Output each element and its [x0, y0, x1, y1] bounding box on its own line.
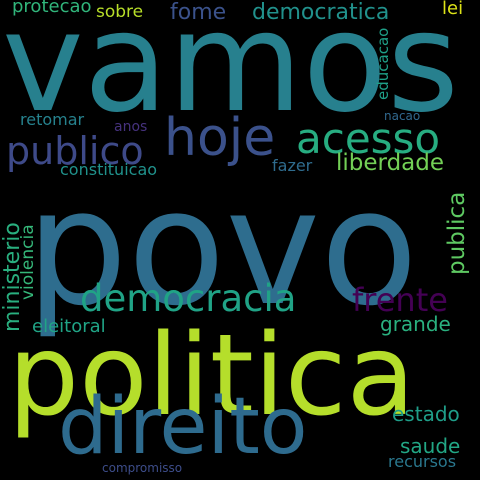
word-democratica: democratica	[252, 0, 390, 25]
word-anos: anos	[114, 119, 148, 135]
word-estado: estado	[392, 402, 460, 426]
word-sobre: sobre	[96, 2, 144, 22]
word-fazer: fazer	[272, 156, 313, 175]
word-compromisso: compromisso	[102, 461, 183, 475]
word-lei: lei	[442, 0, 464, 19]
word-educacao: educacao	[374, 27, 392, 100]
word-liberdade: liberdade	[336, 150, 445, 176]
word-povo: povo	[26, 154, 419, 341]
word-fome: fome	[170, 0, 227, 25]
word-recursos: recursos	[388, 452, 457, 471]
word-vamos: vamos	[2, 0, 459, 143]
word-protecao: protecao	[12, 0, 92, 17]
word-violencia: violencia	[18, 224, 38, 300]
word-constituicao: constituicao	[60, 160, 158, 179]
word-democracia: democracia	[80, 277, 297, 320]
word-nacao: nacao	[384, 109, 421, 123]
word-retomar: retomar	[20, 110, 85, 129]
word-acesso: acesso	[296, 114, 441, 163]
word-politica: politica	[8, 311, 416, 441]
word-hoje: hoje	[164, 108, 276, 168]
word-frente: frente	[352, 281, 448, 319]
word-eleitoral: eleitoral	[32, 316, 106, 337]
word-direito: direito	[58, 382, 308, 472]
word-publico: publico	[6, 129, 144, 173]
word-grande: grande	[380, 312, 451, 336]
word-publica: publica	[444, 191, 470, 275]
word-saude: saude	[400, 434, 461, 458]
